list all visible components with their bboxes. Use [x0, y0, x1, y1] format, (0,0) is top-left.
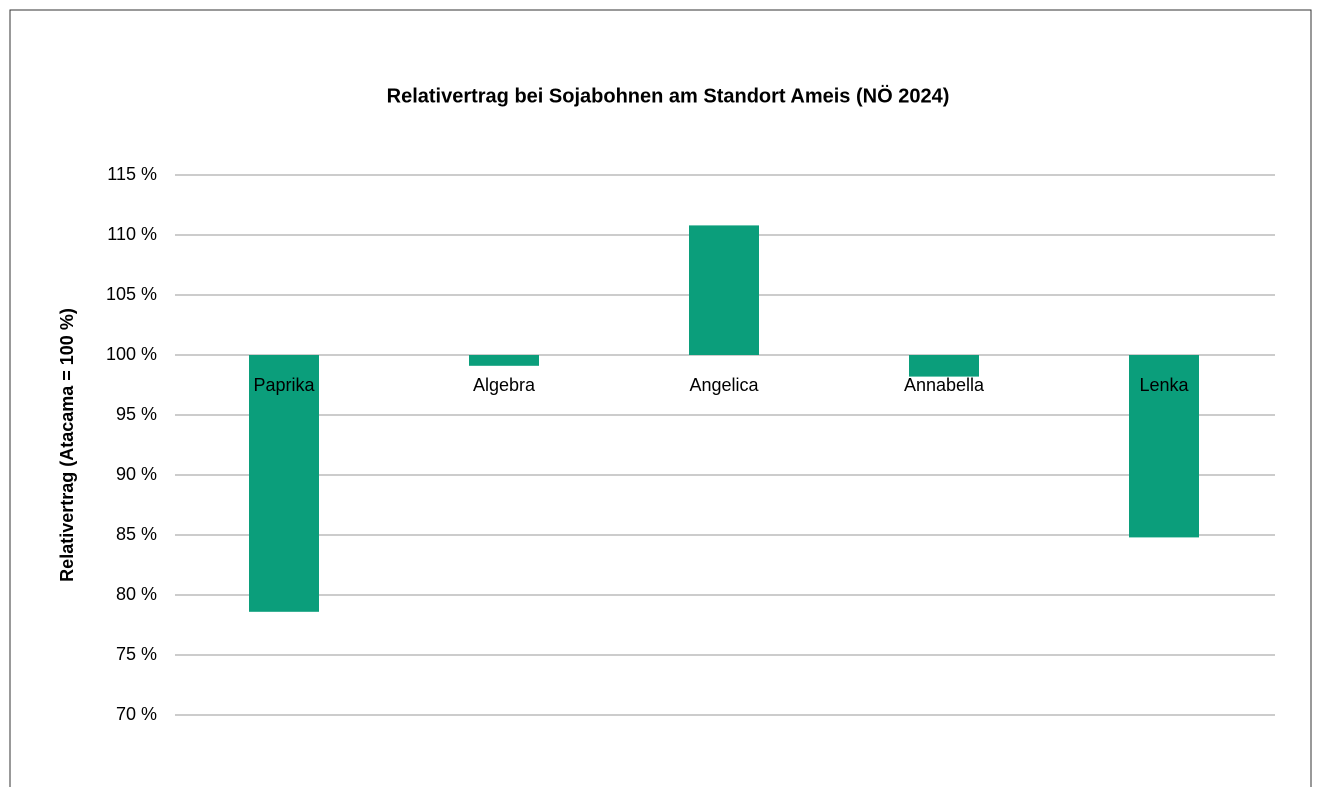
y-axis-label: Relativertrag (Atacama = 100 %): [57, 308, 77, 582]
y-tick-label: 80 %: [116, 584, 157, 604]
y-tick-label: 95 %: [116, 404, 157, 424]
bar: [249, 355, 319, 612]
bar: [469, 355, 539, 366]
y-tick-label: 90 %: [116, 464, 157, 484]
frame: [9, 9, 1312, 787]
y-tick-label: 75 %: [116, 644, 157, 664]
y-tick-label: 85 %: [116, 524, 157, 544]
y-tick-label: 115 %: [107, 164, 157, 184]
x-tick-label: Lenka: [1139, 375, 1189, 395]
x-tick-label: Annabella: [904, 375, 985, 395]
x-tick-label: Paprika: [253, 375, 315, 395]
bar: [1129, 355, 1199, 538]
bar: [909, 355, 979, 377]
bar: [689, 225, 759, 355]
x-tick-label: Angelica: [689, 375, 759, 395]
y-tick-label: 105 %: [106, 284, 157, 304]
x-tick-label: Algebra: [473, 375, 536, 395]
chart-title: Relativertrag bei Sojabohnen am Standort…: [387, 84, 950, 107]
y-tick-label: 70 %: [116, 704, 157, 724]
y-tick-label: 100 %: [106, 344, 157, 364]
y-tick-label: 110 %: [107, 224, 157, 244]
